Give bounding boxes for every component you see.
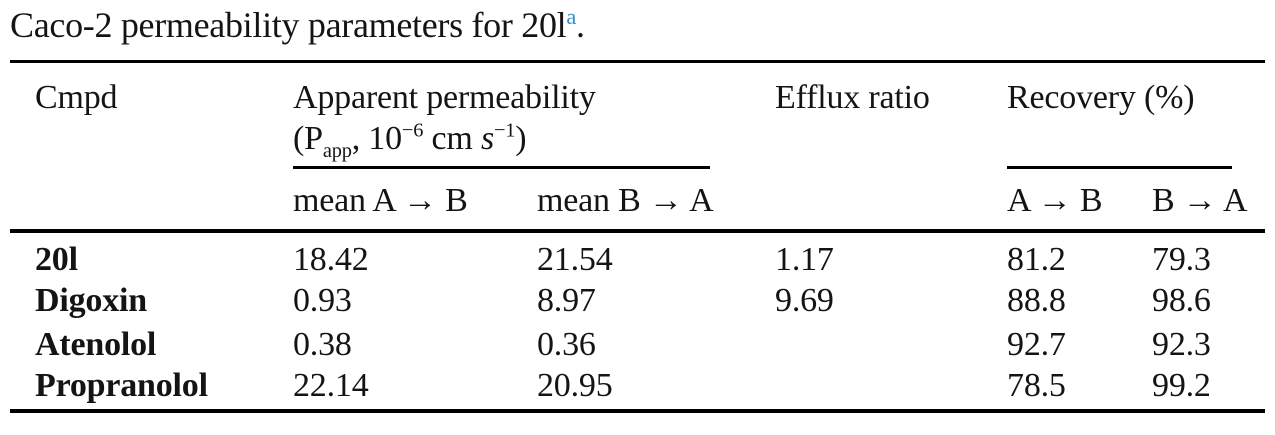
footnote-marker-link[interactable]: a <box>566 4 576 29</box>
compound-name: Propranolol <box>35 366 208 404</box>
subcol-recovery-b-to-a: B → A <box>1127 168 1266 233</box>
recovery-a-to-b-value: 81.2 <box>1007 240 1066 278</box>
apparent-permeability-label: Apparent permeability <box>293 79 596 116</box>
mean-b-to-a-value: 0.36 <box>537 325 596 363</box>
table-caption: Caco-2 permeability parameters for 20la. <box>10 2 1265 48</box>
col-header-cmpd: Cmpd <box>10 61 268 233</box>
mean-a-to-b-value: 0.38 <box>293 325 352 363</box>
mean-a-to-b-value: 0.93 <box>293 281 352 319</box>
recovery-a-to-b-value: 88.8 <box>1007 281 1066 319</box>
col-header-efflux-ratio: Efflux ratio <box>750 61 983 233</box>
recovery-b-to-a-value: 98.6 <box>1152 281 1211 319</box>
recovery-b-to-a-value: 99.2 <box>1152 366 1211 404</box>
efflux-ratio-value <box>750 323 982 367</box>
permeability-group-rule <box>293 165 710 169</box>
caption-text: Caco-2 permeability parameters for 20l <box>10 5 567 45</box>
recovery-a-to-b-value: 92.7 <box>1007 325 1066 363</box>
col-header-recovery: Recovery (%) <box>982 62 1265 169</box>
sub-header-row: mean A → B mean B → A A → B B → A <box>10 168 1266 233</box>
recovery-b-to-a-value: 79.3 <box>1152 240 1211 278</box>
mean-b-to-a-value: 8.97 <box>537 281 596 319</box>
compound-name: Digoxin <box>35 281 147 319</box>
compound-name: Atenolol <box>35 325 157 363</box>
caco2-permeability-table: Cmpd Apparent permeability (Papp, 10−6 c… <box>10 60 1266 413</box>
group-header-row: Cmpd Apparent permeability (Papp, 10−6 c… <box>10 61 1265 233</box>
table-row-20l: 20l 18.42 21.54 1.17 81.2 79.3 <box>10 231 1265 279</box>
compound-name: 20l <box>35 240 78 278</box>
caption-period: . <box>575 5 585 45</box>
col-header-apparent-permeability: Apparent permeability (Papp, 10−6 cm s−1… <box>268 62 750 169</box>
recovery-label: Recovery (%) <box>1007 79 1195 116</box>
recovery-b-to-a-value: 92.3 <box>1152 325 1211 363</box>
papp-units-line: (Papp, 10−6 cm s−1) <box>293 119 527 162</box>
table-row-propranolol: Propranolol 22.14 20.95 78.5 99.2 <box>10 367 1265 411</box>
subcol-mean-a-to-b: mean A → B <box>268 168 512 233</box>
efflux-ratio-value: 9.69 <box>775 281 834 319</box>
mean-a-to-b-value: 22.14 <box>293 366 369 404</box>
mean-a-to-b-value: 18.42 <box>293 240 369 278</box>
mean-b-to-a-value: 21.54 <box>537 240 613 278</box>
mean-b-to-a-value: 20.95 <box>537 366 613 404</box>
table-row-atenolol: Atenolol 0.38 0.36 92.7 92.3 <box>10 323 1265 367</box>
efflux-ratio-value: 1.17 <box>775 240 834 278</box>
subcol-mean-b-to-a: mean B → A <box>512 168 751 233</box>
subcol-recovery-a-to-b: A → B <box>982 168 1128 233</box>
efflux-ratio-value <box>750 367 982 411</box>
recovery-group-rule <box>1007 165 1233 169</box>
table-row-digoxin: Digoxin 0.93 8.97 9.69 88.8 98.6 <box>10 279 1265 323</box>
recovery-a-to-b-value: 78.5 <box>1007 366 1066 404</box>
